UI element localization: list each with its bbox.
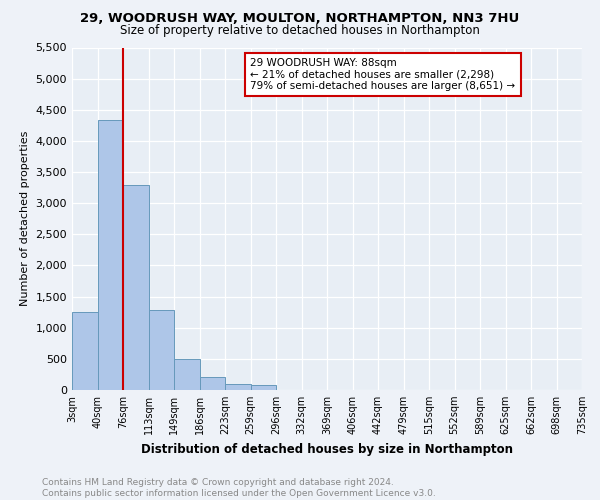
- Y-axis label: Number of detached properties: Number of detached properties: [20, 131, 30, 306]
- Bar: [97, 120, 123, 390]
- Bar: [174, 360, 199, 390]
- Text: Size of property relative to detached houses in Northampton: Size of property relative to detached ho…: [120, 24, 480, 37]
- Bar: [72, 312, 97, 390]
- Bar: [149, 310, 174, 390]
- X-axis label: Distribution of detached houses by size in Northampton: Distribution of detached houses by size …: [141, 442, 513, 456]
- Bar: [123, 185, 149, 390]
- Text: 29, WOODRUSH WAY, MOULTON, NORTHAMPTON, NN3 7HU: 29, WOODRUSH WAY, MOULTON, NORTHAMPTON, …: [80, 12, 520, 26]
- Bar: [225, 384, 251, 390]
- Text: Contains HM Land Registry data © Crown copyright and database right 2024.
Contai: Contains HM Land Registry data © Crown c…: [42, 478, 436, 498]
- Bar: [199, 376, 225, 390]
- Bar: [251, 386, 276, 390]
- Text: 29 WOODRUSH WAY: 88sqm
← 21% of detached houses are smaller (2,298)
79% of semi-: 29 WOODRUSH WAY: 88sqm ← 21% of detached…: [251, 58, 515, 91]
